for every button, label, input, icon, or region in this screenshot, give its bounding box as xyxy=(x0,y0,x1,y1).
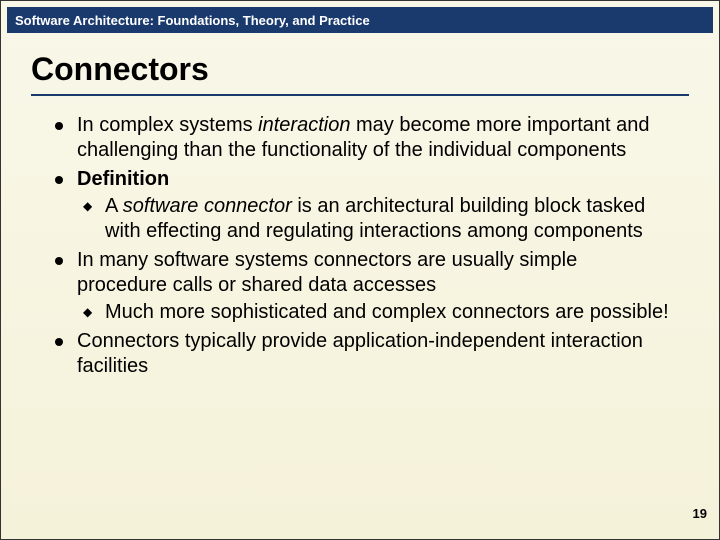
header-text: Software Architecture: Foundations, Theo… xyxy=(15,13,370,28)
text-segment: A xyxy=(105,195,123,217)
bullet-item: Connectors typically provide application… xyxy=(49,329,671,379)
bullet-item: In complex systems interaction may becom… xyxy=(49,113,671,163)
bullet-item: Definition A software connector is an arc… xyxy=(49,167,671,244)
sub-bullet-item: A software connector is an architectural… xyxy=(77,194,671,244)
header-bar: Software Architecture: Foundations, Theo… xyxy=(7,7,713,33)
text-segment: software connector xyxy=(123,195,292,217)
content-body: In complex systems interaction may becom… xyxy=(49,113,671,383)
sub-bullet-list: A software connector is an architectural… xyxy=(77,194,671,244)
text-segment: Much more sophisticated and complex conn… xyxy=(105,301,669,323)
sub-bullet-list: Much more sophisticated and complex conn… xyxy=(77,300,671,325)
text-segment: In many software systems connectors are … xyxy=(77,249,577,296)
text-segment: Connectors typically provide application… xyxy=(77,330,643,377)
bullet-list: In complex systems interaction may becom… xyxy=(49,113,671,379)
text-segment: In complex systems xyxy=(77,114,258,136)
page-number: 19 xyxy=(693,506,707,521)
sub-bullet-item: Much more sophisticated and complex conn… xyxy=(77,300,671,325)
slide: Software Architecture: Foundations, Theo… xyxy=(0,0,720,540)
text-segment: interaction xyxy=(258,114,350,136)
slide-title: Connectors xyxy=(31,51,689,88)
title-area: Connectors xyxy=(31,51,689,96)
text-segment: Definition xyxy=(77,168,169,190)
bullet-item: In many software systems connectors are … xyxy=(49,248,671,325)
